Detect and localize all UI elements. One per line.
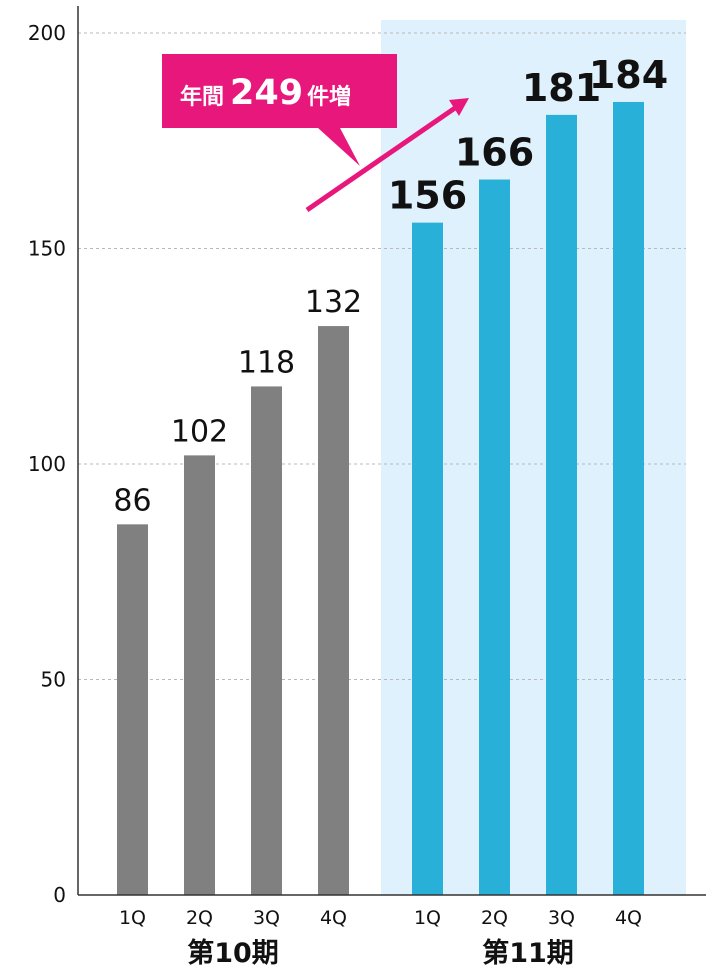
bar <box>184 455 215 895</box>
data-label: 166 <box>455 131 534 175</box>
data-label: 181 <box>522 66 601 110</box>
x-tick-label: 2Q <box>481 907 508 929</box>
y-tick-label: 50 <box>41 668 66 692</box>
bar <box>412 222 443 895</box>
data-label: 86 <box>113 483 151 518</box>
callout-value: 249 <box>230 73 303 113</box>
x-axis-categories: 1Q 2Q 3Q 4Q 1Q 2Q 3Q 4Q <box>119 907 642 929</box>
callout-text: 年間 249 件増 <box>180 73 351 113</box>
data-label: 132 <box>305 285 362 320</box>
bar <box>318 326 349 896</box>
y-tick-label: 100 <box>28 452 66 476</box>
arrow-head <box>449 98 469 116</box>
y-tick-label: 200 <box>28 21 66 45</box>
bar <box>117 524 148 895</box>
x-tick-label: 1Q <box>414 907 441 929</box>
annual-increase-callout: 年間 249 件増 <box>162 54 397 166</box>
bar <box>479 179 510 896</box>
x-tick-label: 1Q <box>119 907 146 929</box>
x-tick-label: 3Q <box>253 907 280 929</box>
data-label: 102 <box>171 414 228 449</box>
increase-arrow <box>305 98 469 213</box>
y-axis-ticks: 0 50 100 150 200 <box>28 21 66 907</box>
x-tick-label: 4Q <box>615 907 642 929</box>
y-tick-label: 150 <box>28 237 66 261</box>
bar <box>613 101 644 895</box>
x-tick-label: 3Q <box>548 907 575 929</box>
group-labels: 第10期 第11期 <box>187 937 574 969</box>
group-label: 第10期 <box>187 937 279 969</box>
bar <box>546 114 577 895</box>
callout-box <box>162 54 397 166</box>
callout-suffix: 件増 <box>307 84 351 110</box>
bars <box>117 101 644 896</box>
group-label: 第11期 <box>482 937 574 969</box>
gridlines <box>78 32 686 680</box>
y-tick-label: 0 <box>53 883 66 907</box>
bar <box>251 386 282 895</box>
data-label: 156 <box>388 174 467 218</box>
callout-prefix: 年間 <box>180 84 224 110</box>
x-tick-label: 4Q <box>320 907 347 929</box>
arrow-shaft <box>305 105 457 213</box>
data-label: 118 <box>238 345 295 380</box>
data-label: 184 <box>589 53 668 97</box>
x-tick-label: 2Q <box>186 907 213 929</box>
